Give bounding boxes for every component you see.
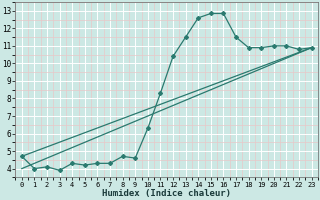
- X-axis label: Humidex (Indice chaleur): Humidex (Indice chaleur): [102, 189, 231, 198]
